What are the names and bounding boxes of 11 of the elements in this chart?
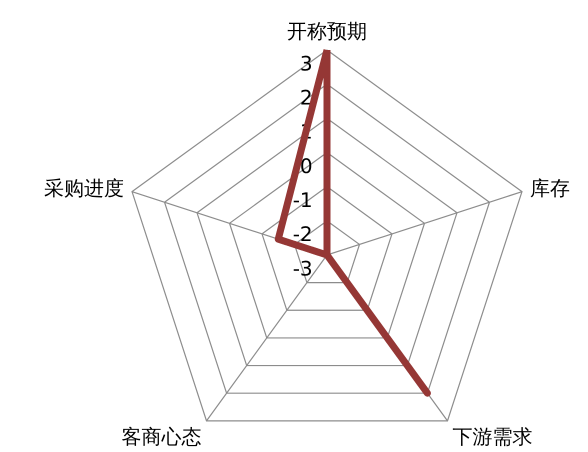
spoke-label: 下游需求 <box>452 424 532 448</box>
y-tick-label: -1 <box>292 188 313 212</box>
spoke-label: 开称预期 <box>287 18 367 43</box>
y-tick-label: -2 <box>292 222 313 246</box>
spoke-label: 客商心态 <box>122 424 202 448</box>
y-tick-label: 2 <box>300 86 313 110</box>
y-tick-label: -3 <box>292 256 313 280</box>
y-tick-label: 3 <box>300 51 313 76</box>
spoke-label: 采购进度 <box>44 176 124 200</box>
spoke-label: 库存 <box>530 176 570 200</box>
y-tick-label: 0 <box>300 154 313 178</box>
